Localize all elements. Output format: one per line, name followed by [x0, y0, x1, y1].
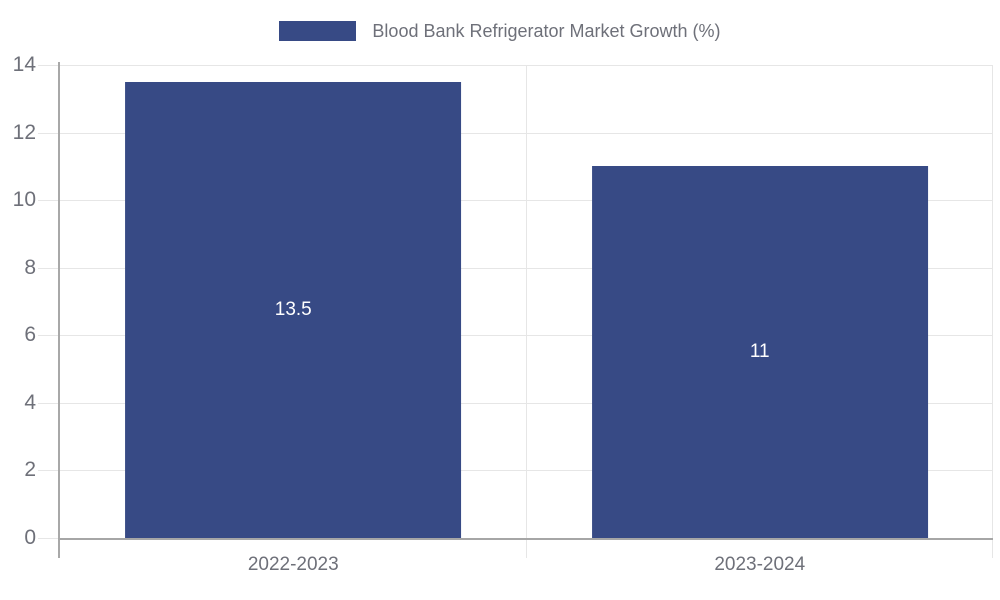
y-axis-line [58, 62, 60, 558]
x-tick-label: 2023-2024 [714, 554, 806, 575]
bar-2023-2024: 11 [591, 166, 928, 538]
gridline-vertical [525, 65, 527, 558]
y-tick-label: 10 [12, 188, 36, 212]
y-tick-label: 14 [12, 53, 36, 76]
x-axis-line [58, 538, 993, 540]
gridline-horizontal [60, 470, 993, 472]
gridline-horizontal [60, 65, 993, 66]
y-tick-label: 4 [24, 390, 36, 414]
chart-legend: Blood Bank Refrigerator Market Growth (%… [0, 21, 1000, 41]
y-tick-mark [38, 538, 58, 539]
y-tick-mark [38, 335, 58, 337]
y-tick-label: 6 [24, 323, 36, 347]
y-axis-labels: 0 2 4 6 8 10 12 14 [0, 53, 48, 549]
y-tick-mark [38, 402, 58, 404]
bar-value-label: 11 [749, 341, 770, 363]
y-tick-label: 0 [24, 526, 36, 549]
gridline-horizontal [60, 402, 993, 404]
legend-swatch [279, 21, 357, 41]
y-tick-mark [38, 267, 58, 269]
bar-value-label: 13.5 [274, 298, 312, 320]
gridline-horizontal [60, 335, 993, 337]
legend-label: Blood Bank Refrigerator Market Growth (%… [372, 21, 721, 41]
x-tick-label: 2022-2023 [247, 554, 339, 575]
y-tick-mark [38, 470, 58, 472]
x-axis-labels: 2022-2023 2023-2024 [60, 554, 993, 584]
y-tick-label: 12 [12, 120, 36, 144]
y-tick-mark [38, 200, 58, 202]
bar-2022-2023: 13.5 [125, 81, 462, 538]
y-tick-mark [38, 65, 58, 66]
gridline-horizontal [60, 267, 993, 269]
gridline-horizontal [60, 200, 993, 202]
y-tick-label: 2 [24, 458, 36, 482]
plot-area: 13.5 11 [38, 62, 993, 558]
y-tick-mark [38, 132, 58, 134]
gridline-horizontal [60, 132, 993, 134]
gridline-vertical [992, 65, 993, 558]
y-tick-label: 8 [24, 255, 36, 279]
